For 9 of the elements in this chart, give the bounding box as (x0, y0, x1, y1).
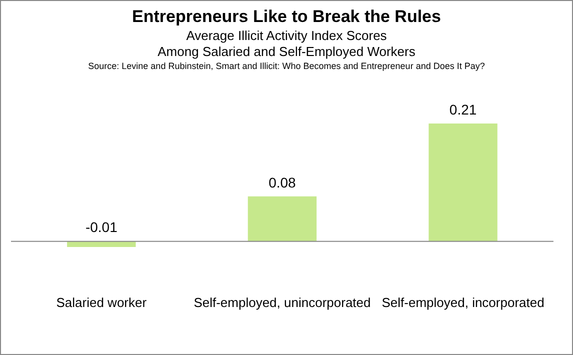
chart-title: Entrepreneurs Like to Break the Rules (131, 7, 442, 27)
source-note: Source: Levine and Rubinstein, Smart and Illicit: Who Becomes and Entrepreneur and Does It Pay? (87, 61, 486, 71)
data-label: 0.21 (449, 101, 477, 118)
x-tick-label: Self-employed, unincorporated (194, 294, 371, 310)
x-tick-label: Salaried worker (56, 294, 148, 310)
x-tick-label: Self-employed, incorporated (382, 294, 544, 310)
data-label: -0.01 (85, 219, 118, 236)
data-label: 0.08 (268, 174, 296, 190)
chart-subtitle: Average Illicit Activity Index Scores Among Salaried and Self-Employed Workers (156, 28, 416, 60)
